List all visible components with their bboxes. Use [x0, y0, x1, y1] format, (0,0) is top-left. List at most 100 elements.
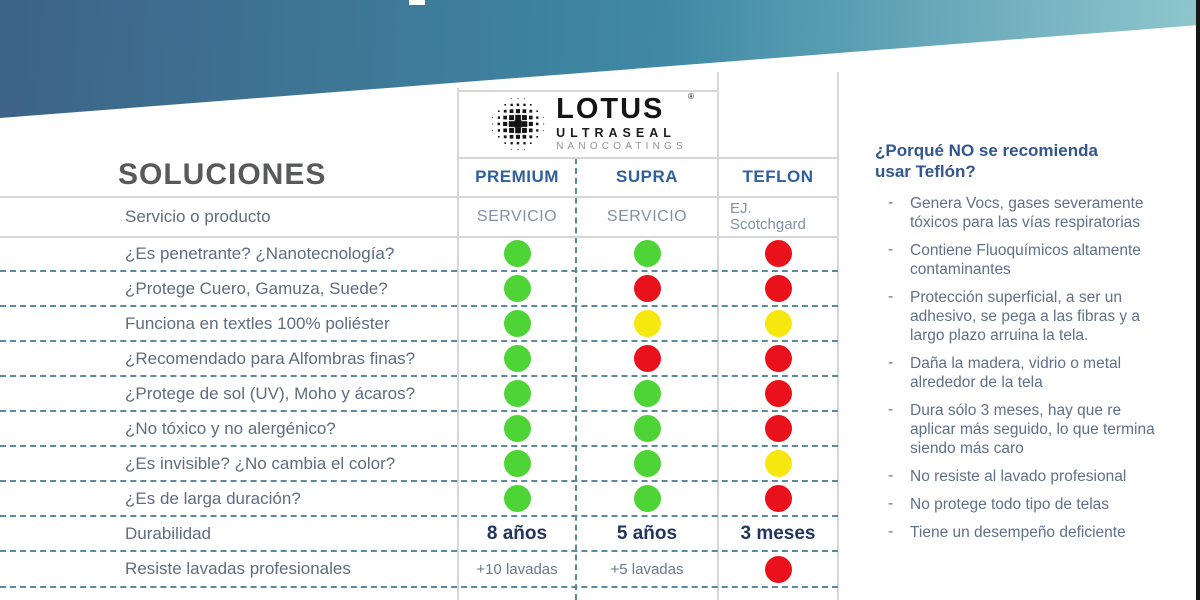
bullet-text: Daña la madera, vidrio o metal alrededor… [910, 355, 1122, 391]
bullet-dash: - [888, 194, 894, 211]
table-row: ¿Es de larga duración? [0, 482, 838, 517]
bullet-dash: - [888, 401, 894, 418]
logo-cell-bottom-border [457, 157, 839, 159]
status-dot [764, 310, 792, 337]
status-dot [503, 310, 531, 337]
registered-mark: ® [687, 91, 696, 101]
durability-premium: 8 años [486, 522, 548, 544]
lotus-nanocoatings-label: NANOCOATINGS [556, 141, 687, 153]
row-label: ¿Es invisible? ¿No cambia el color? [125, 453, 396, 473]
status-dot [503, 275, 531, 302]
bullet-dash: - [888, 354, 894, 371]
bullet-text: Tiene un desempeño deficiente [910, 524, 1126, 541]
list-item: - Protección superficial, a ser un adhesi… [878, 288, 1163, 345]
bullet-dash: - [888, 467, 894, 484]
column-header-teflon: TEFLON [742, 167, 814, 186]
row-label: ¿No tóxico y no alergénico? [125, 418, 336, 438]
durability-supra: 5 años [616, 522, 678, 544]
lotus-logo: LOTUS ® ULTRASEAL NANOCOATINGS [458, 90, 718, 157]
status-dot [633, 485, 661, 512]
column-header-supra: SUPRA [615, 167, 678, 186]
bullet-text: Protección superficial, a ser un adhesiv… [910, 289, 1141, 344]
status-dot [503, 485, 531, 512]
list-item: - Tiene un desempeño deficiente [878, 523, 1163, 542]
list-item: - Dura sólo 3 meses, hay que re aplicar m… [878, 401, 1163, 458]
row-label: ¿Es de larga duración? [125, 488, 301, 508]
washes-label: Resiste lavadas profesionales [125, 559, 351, 578]
status-dot [764, 240, 792, 267]
status-dot [764, 415, 792, 442]
list-item: - Daña la madera, vidrio o metal alrededo… [878, 354, 1163, 392]
cropped-title-fragment [409, 0, 425, 5]
status-dot [633, 240, 661, 267]
service-teflon: EJ. Scotchgard [730, 199, 806, 233]
header-row-bottom-border [0, 196, 838, 198]
bullet-dash: - [888, 523, 894, 540]
status-dot [633, 345, 661, 372]
status-dot [633, 275, 661, 302]
lotus-ultraseal-label: ULTRASEAL [556, 125, 676, 140]
list-item: - No protege todo tipo de telas [878, 495, 1163, 514]
row-label: ¿Recomendado para Alfombras finas? [125, 348, 416, 368]
table-vline-middle [717, 72, 719, 600]
table-row: Funciona en textles 100% poliéster [0, 307, 838, 342]
service-supra: SERVICIO [606, 207, 688, 225]
status-dot [764, 275, 792, 302]
table-row: ¿Es penetrante? ¿Nanotecnología? [0, 237, 838, 272]
status-dot [503, 345, 531, 372]
status-dot [764, 450, 792, 477]
bullet-text: No protege todo tipo de telas [910, 496, 1110, 513]
list-item: - No resiste al lavado profesional [878, 467, 1163, 486]
status-dot [764, 345, 792, 372]
row-label: ¿Protege Cuero, Gamuza, Suede? [125, 278, 388, 298]
logo-cell-top-border [457, 90, 719, 92]
status-dot [503, 450, 531, 477]
status-dot [503, 415, 531, 442]
table-vline-right [837, 72, 839, 600]
table-row: ¿No tóxico y no alergénico? [0, 412, 838, 447]
service-row-bottom-border [0, 236, 838, 238]
row-label: ¿Protege de sol (UV), Moho y ácaros? [125, 383, 416, 403]
lotus-logo-text: LOTUS ® ULTRASEAL NANOCOATINGS [556, 91, 696, 153]
service-row-label: Servicio o producto [125, 206, 271, 226]
column-header-premium: PREMIUM [475, 167, 559, 186]
lotus-brand-name: LOTUS ® [556, 91, 696, 125]
status-dot [633, 450, 661, 477]
service-row: Servicio o producto SERVICIO SERVICIO EJ… [0, 197, 838, 236]
table-row: ¿Protege de sol (UV), Moho y ácaros? [0, 377, 838, 412]
lotus-dot-matrix-icon [492, 97, 545, 150]
column-header-row: PREMIUM SUPRA TEFLON [0, 158, 838, 196]
list-item: - Contiene Fluoquímicos altamente contami… [878, 241, 1163, 279]
service-premium: SERVICIO [476, 207, 558, 225]
bullet-text: No resiste al lavado profesional [910, 468, 1127, 485]
durability-label: Durabilidad [125, 523, 211, 543]
bullet-dash: - [888, 241, 894, 258]
washes-premium: +10 lavadas [476, 560, 558, 578]
page-title: SOLUCIONES [118, 158, 327, 191]
sidebar-bullet-list: - Genera Vocs, gases severamente tóxicos … [878, 194, 1163, 551]
status-dot [633, 310, 661, 337]
bullet-dash: - [888, 495, 894, 512]
status-dot [764, 555, 792, 583]
status-dot [633, 380, 661, 407]
sidebar-heading: ¿Porqué NO se recomienda usar Teflón? [875, 141, 1098, 181]
status-dot [503, 380, 531, 407]
status-dot [764, 380, 792, 407]
durability-row: Durabilidad 8 años 5 años 3 meses [0, 517, 838, 552]
row-label: Funciona en textles 100% poliéster [125, 313, 390, 333]
table-vline-left [457, 88, 459, 600]
washes-row: Resiste lavadas profesionales +10 lavada… [0, 552, 838, 588]
table-vdash-premium-supra [575, 158, 577, 600]
durability-teflon: 3 meses [740, 522, 816, 544]
status-dot [764, 485, 792, 512]
list-item: - Genera Vocs, gases severamente tóxicos … [878, 194, 1163, 232]
row-label: ¿Es penetrante? ¿Nanotecnología? [125, 243, 395, 263]
table-row: ¿Recomendado para Alfombras finas? [0, 342, 838, 377]
bullet-text: Contiene Fluoquímicos altamente contamin… [910, 242, 1141, 278]
table-row: ¿Es invisible? ¿No cambia el color? [0, 447, 838, 482]
bullet-text: Genera Vocs, gases severamente tóxicos p… [910, 195, 1144, 231]
bullet-dash: - [888, 288, 894, 305]
bullet-text: Dura sólo 3 meses, hay que re aplicar má… [910, 402, 1155, 457]
table-row: ¿Protege Cuero, Gamuza, Suede? [0, 272, 838, 307]
